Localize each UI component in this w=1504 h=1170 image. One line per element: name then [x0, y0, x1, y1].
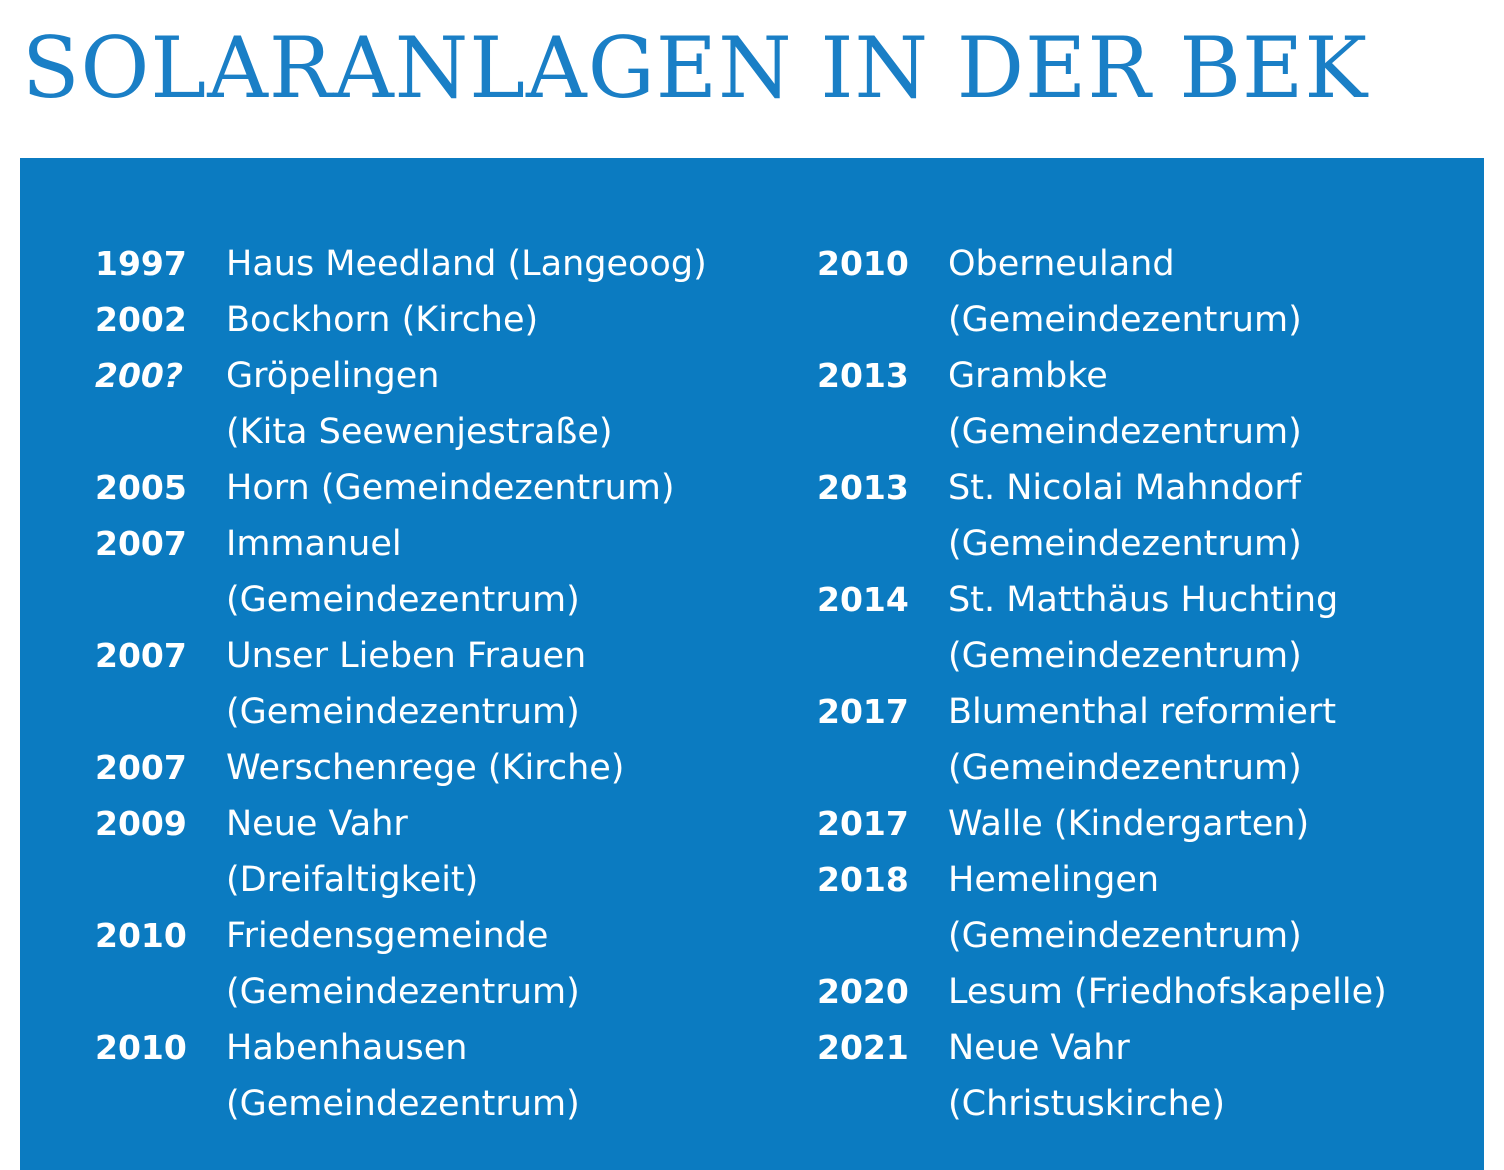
entry-year: 2013	[817, 468, 909, 507]
entry-names: Grambke (Gemeindezentrum)	[948, 348, 1302, 460]
entry-name-line: St. Nicolai Mahndorf	[948, 468, 1302, 508]
entry-name-line: (Gemeindezentrum)	[226, 580, 580, 620]
list-item: 2007 Werschenrege (Kirche)	[95, 740, 707, 796]
entry-name-line: Gröpelingen	[226, 356, 440, 396]
entry-year: 2017	[817, 804, 909, 843]
entry-name-line: Grambke	[948, 356, 1108, 396]
info-panel	[20, 158, 1484, 1170]
entry-name-line: (Gemeindezentrum)	[948, 748, 1302, 788]
entry-year: 2010	[817, 244, 909, 283]
entry-names: Neue Vahr (Dreifaltigkeit)	[226, 796, 478, 908]
entry-names: Werschenrege (Kirche)	[226, 740, 624, 796]
entry-names: Bockhorn (Kirche)	[226, 292, 538, 348]
list-item: 200? Gröpelingen (Kita Seewenjestraße)	[95, 348, 707, 460]
entry-year: 2013	[817, 356, 909, 395]
list-item: 2018 Hemelingen (Gemeindezentrum)	[817, 852, 1387, 964]
list-item: 2021 Neue Vahr (Christuskirche)	[817, 1020, 1387, 1132]
list-item: 2007 Unser Lieben Frauen (Gemeindezentru…	[95, 628, 707, 740]
entry-year: 2007	[95, 636, 187, 675]
entry-name-line: Horn (Gemeindezentrum)	[226, 468, 675, 508]
entry-name-line: (Gemeindezentrum)	[948, 300, 1302, 340]
entry-year: 2005	[95, 468, 187, 507]
entry-name-line: Neue Vahr	[226, 804, 408, 844]
entry-year: 2018	[817, 860, 909, 899]
entry-names: Gröpelingen (Kita Seewenjestraße)	[226, 348, 613, 460]
list-item: 2002 Bockhorn (Kirche)	[95, 292, 707, 348]
entry-names: Haus Meedland (Langeoog)	[226, 236, 707, 292]
entry-name-line: (Gemeindezentrum)	[226, 972, 580, 1012]
entry-name-line: Immanuel	[226, 524, 402, 564]
entry-names: Unser Lieben Frauen (Gemeindezentrum)	[226, 628, 586, 740]
entry-names: Immanuel (Gemeindezentrum)	[226, 516, 580, 628]
entry-year: 1997	[95, 244, 187, 283]
list-item: 2010 Oberneuland (Gemeindezentrum)	[817, 236, 1387, 348]
entry-year: 2017	[817, 692, 909, 731]
entry-names: St. Nicolai Mahndorf (Gemeindezentrum)	[948, 460, 1302, 572]
entry-names: Hemelingen (Gemeindezentrum)	[948, 852, 1302, 964]
entry-year: 2009	[95, 804, 187, 843]
left-column: 1997 Haus Meedland (Langeoog) 2002 Bockh…	[95, 236, 707, 1132]
list-item: 2020 Lesum (Friedhofskapelle)	[817, 964, 1387, 1020]
entry-name-line: Neue Vahr	[948, 1028, 1130, 1068]
entry-name-line: Oberneuland	[948, 244, 1175, 284]
list-item: 2005 Horn (Gemeindezentrum)	[95, 460, 707, 516]
list-item: 2007 Immanuel (Gemeindezentrum)	[95, 516, 707, 628]
list-item: 2013 Grambke (Gemeindezentrum)	[817, 348, 1387, 460]
entry-name-line: (Gemeindezentrum)	[948, 524, 1302, 564]
entry-name-line: Lesum (Friedhofskapelle)	[948, 972, 1387, 1012]
entry-year: 2010	[95, 916, 187, 955]
entry-name-line: Haus Meedland (Langeoog)	[226, 244, 707, 284]
entry-year: 2020	[817, 972, 909, 1011]
entry-name-line: (Dreifaltigkeit)	[226, 860, 479, 900]
entry-name-line: (Christuskirche)	[948, 1084, 1225, 1124]
list-item: 2013 St. Nicolai Mahndorf (Gemeindezentr…	[817, 460, 1387, 572]
entry-name-line: (Gemeindezentrum)	[226, 692, 580, 732]
entry-name-line: Habenhausen	[226, 1028, 468, 1068]
entry-name-line: Bockhorn (Kirche)	[226, 300, 539, 340]
entry-names: St. Matthäus Huchting (Gemeindezentrum)	[948, 572, 1338, 684]
entry-name-line: Unser Lieben Frauen	[226, 636, 587, 676]
entry-name-line: Walle (Kindergarten)	[948, 804, 1310, 844]
list-item: 2017 Walle (Kindergarten)	[817, 796, 1387, 852]
entry-year: 2010	[95, 1028, 187, 1067]
page-title: SOLARANLAGEN IN DER BEK	[22, 19, 1369, 117]
entry-names: Walle (Kindergarten)	[948, 796, 1309, 852]
entry-names: Oberneuland (Gemeindezentrum)	[948, 236, 1302, 348]
list-item: 2010 Habenhausen (Gemeindezentrum)	[95, 1020, 707, 1132]
entry-name-line: St. Matthäus Huchting	[948, 580, 1339, 620]
list-item: 2017 Blumenthal reformiert (Gemeindezent…	[817, 684, 1387, 796]
list-item: 2009 Neue Vahr (Dreifaltigkeit)	[95, 796, 707, 908]
entry-name-line: (Gemeindezentrum)	[948, 412, 1302, 452]
list-item: 2010 Friedensgemeinde (Gemeindezentrum)	[95, 908, 707, 1020]
entry-names: Friedensgemeinde (Gemeindezentrum)	[226, 908, 580, 1020]
right-column: 2010 Oberneuland (Gemeindezentrum) 2013 …	[817, 236, 1387, 1132]
list-item: 1997 Haus Meedland (Langeoog)	[95, 236, 707, 292]
entry-name-line: Blumenthal reformiert	[948, 692, 1337, 732]
entry-name-line: Hemelingen	[948, 860, 1160, 900]
entry-name-line: (Gemeindezentrum)	[226, 1084, 580, 1124]
entry-year: 2002	[95, 300, 187, 339]
list-item: 2014 St. Matthäus Huchting (Gemeindezent…	[817, 572, 1387, 684]
entry-names: Lesum (Friedhofskapelle)	[948, 964, 1387, 1020]
entry-names: Habenhausen (Gemeindezentrum)	[226, 1020, 580, 1132]
entry-year: 2007	[95, 524, 187, 563]
entry-names: Neue Vahr (Christuskirche)	[948, 1020, 1225, 1132]
entry-name-line: Werschenrege (Kirche)	[226, 748, 625, 788]
entry-name-line: (Gemeindezentrum)	[948, 916, 1302, 956]
entry-name-line: (Gemeindezentrum)	[948, 636, 1302, 676]
entry-name-line: (Kita Seewenjestraße)	[226, 412, 613, 452]
entry-name-line: Friedensgemeinde	[226, 916, 549, 956]
entry-year: 200?	[95, 356, 184, 395]
entry-names: Horn (Gemeindezentrum)	[226, 460, 675, 516]
entry-year: 2007	[95, 748, 187, 787]
entry-year: 2021	[817, 1028, 909, 1067]
entry-names: Blumenthal reformiert (Gemeindezentrum)	[948, 684, 1336, 796]
entry-year: 2014	[817, 580, 909, 619]
